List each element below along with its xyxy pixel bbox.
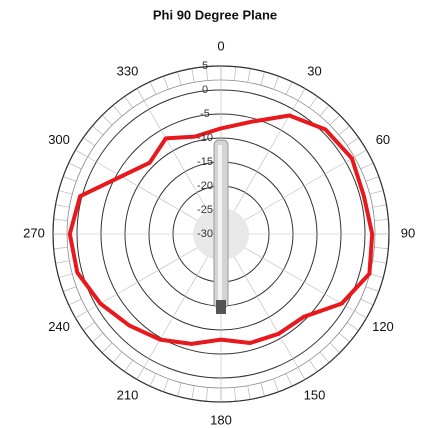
minor-tick [309, 96, 318, 109]
theta-tick-label: 300 [48, 132, 70, 147]
antenna-image [193, 139, 249, 314]
minor-tick [206, 387, 208, 402]
theta-tick-label: 0 [217, 38, 224, 53]
theta-tick-label: 270 [23, 225, 45, 240]
grid-spoke [75, 149, 222, 235]
minor-tick [55, 204, 70, 208]
minor-tick [369, 190, 384, 195]
minor-tick [273, 378, 279, 392]
r-tick-label: 0 [202, 84, 208, 96]
minor-tick [101, 342, 113, 354]
minor-tick [260, 382, 265, 397]
r-tick-label: -15 [197, 156, 213, 168]
minor-tick [53, 219, 68, 221]
minor-tick [285, 81, 293, 95]
grid-spoke [220, 149, 367, 235]
minor-tick [338, 125, 350, 136]
minor-tick [177, 71, 182, 86]
theta-tick-label: 330 [117, 63, 139, 78]
minor-tick [112, 105, 123, 117]
minor-tick [346, 137, 359, 146]
minor-tick [234, 387, 236, 402]
minor-tick [112, 351, 123, 363]
minor-tick [149, 81, 157, 95]
minor-tick [338, 332, 350, 343]
minor-tick [101, 114, 113, 126]
minor-tick [260, 71, 265, 86]
minor-tick [285, 373, 293, 387]
r-tick-label: -10 [197, 132, 213, 144]
minor-tick [360, 162, 374, 170]
minor-tick [309, 359, 318, 372]
theta-tick-label: 90 [401, 225, 415, 240]
minor-tick [177, 382, 182, 397]
minor-tick [346, 322, 359, 331]
minor-tick [163, 378, 169, 392]
minor-tick [191, 68, 195, 83]
minor-tick [360, 298, 374, 306]
minor-tick [83, 322, 96, 331]
minor-tick [58, 273, 73, 278]
theta-tick-label: 180 [210, 412, 232, 427]
minor-tick [53, 247, 68, 249]
minor-tick [372, 260, 387, 264]
grid-spoke [136, 233, 222, 380]
minor-tick [83, 137, 96, 146]
data-layer [67, 113, 375, 346]
minor-tick [191, 385, 195, 400]
minor-tick [329, 342, 341, 354]
r-tick-label: 5 [202, 60, 208, 72]
minor-tick [365, 176, 379, 182]
minor-tick [369, 273, 384, 278]
r-tick-label: -25 [197, 204, 213, 216]
minor-tick [319, 105, 330, 117]
antenna-connector [216, 300, 226, 314]
minor-tick [124, 359, 133, 372]
minor-tick [365, 286, 379, 292]
minor-tick [329, 114, 341, 126]
minor-tick [374, 219, 389, 221]
minor-tick [92, 332, 104, 343]
theta-tick-label: 30 [307, 63, 321, 78]
theta-tick-label: 210 [117, 387, 139, 402]
grid-spoke [136, 88, 222, 235]
minor-tick [149, 373, 157, 387]
grid-spoke [220, 88, 306, 235]
minor-tick [247, 68, 251, 83]
minor-tick [63, 176, 77, 182]
minor-tick [234, 66, 236, 81]
pattern-line [67, 113, 375, 346]
minor-tick [92, 125, 104, 136]
r-tick-label: -30 [197, 228, 213, 240]
minor-tick [319, 351, 330, 363]
grid-spoke [220, 233, 306, 380]
minor-tick [206, 66, 208, 81]
minor-tick [124, 96, 133, 109]
minor-tick [63, 286, 77, 292]
r-tick-label: -20 [197, 180, 213, 192]
minor-tick [273, 76, 279, 90]
antenna-highlight [218, 145, 222, 303]
minor-tick [58, 190, 73, 195]
minor-tick [374, 247, 389, 249]
minor-tick [163, 76, 169, 90]
chart-title: Phi 90 Degree Plane [153, 7, 277, 22]
minor-tick [55, 260, 70, 264]
theta-tick-label: 120 [372, 319, 394, 334]
labels: -30-25-20-15-10-505030609012015018021024… [23, 38, 415, 427]
theta-tick-label: 240 [48, 319, 70, 334]
minor-tick [247, 385, 251, 400]
theta-tick-label: 150 [304, 387, 326, 402]
r-tick-label: -5 [200, 108, 210, 120]
theta-tick-label: 60 [376, 132, 390, 147]
minor-tick [68, 162, 82, 170]
minor-tick [68, 298, 82, 306]
minor-tick [372, 204, 387, 208]
